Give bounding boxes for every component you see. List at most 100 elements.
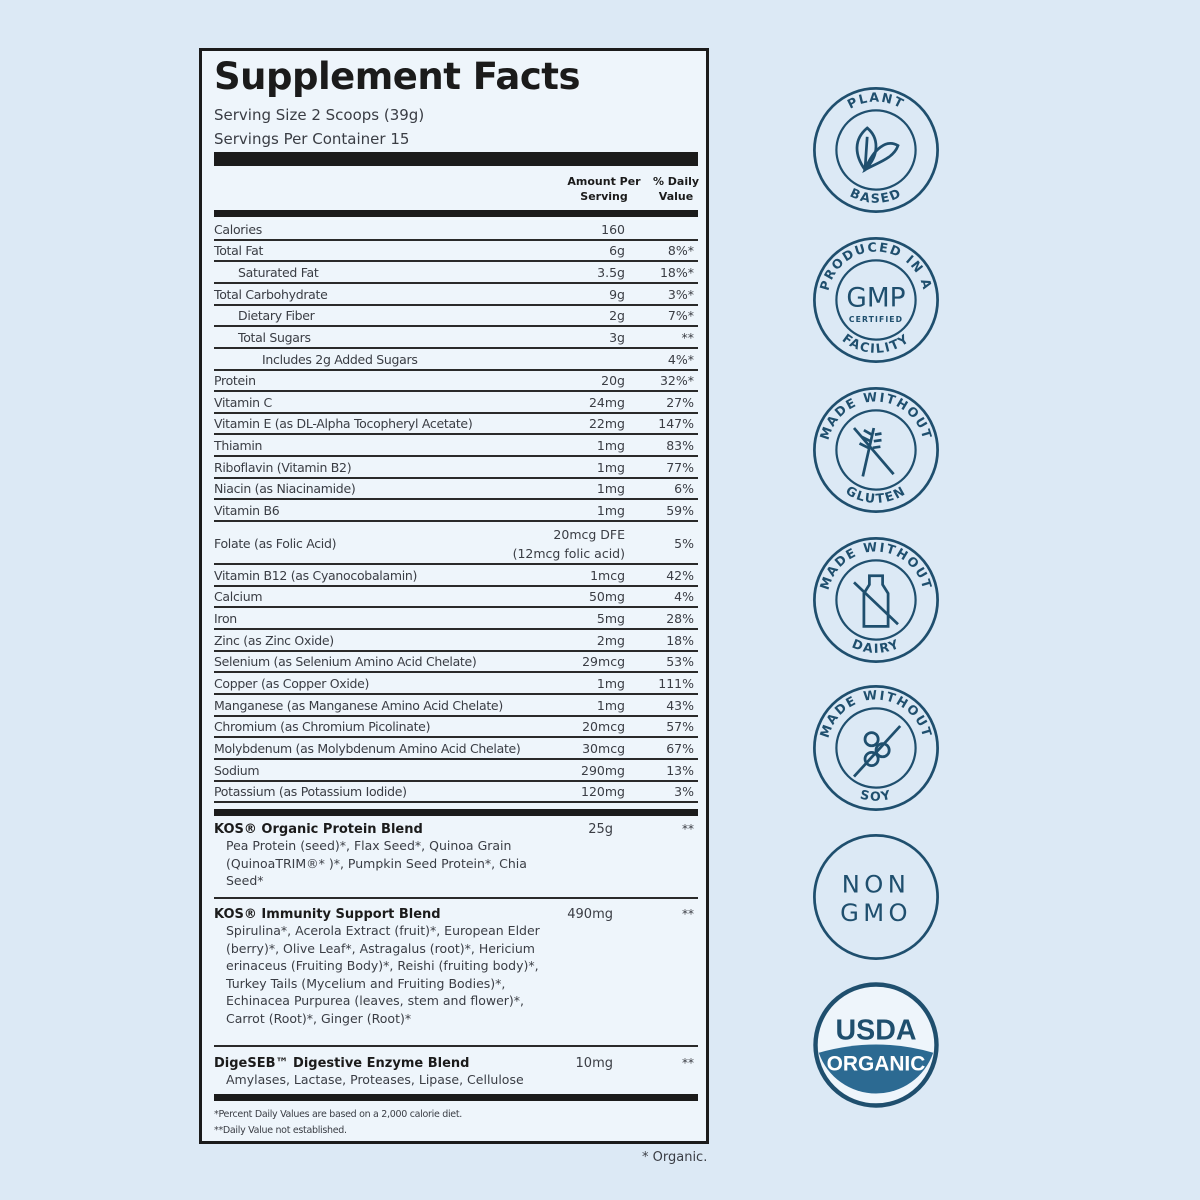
proprietary-blend: KOS® Organic Protein Blend 25g ** Pea Pr…: [214, 822, 698, 890]
blend-amount: 25g: [588, 822, 613, 837]
nutrient-name: Zinc (as Zinc Oxide): [214, 632, 334, 648]
header-line: Amount Per: [567, 175, 641, 188]
certified-text: CERTIFIED: [849, 315, 903, 324]
nutrient-row: Chromium (as Chromium Picolinate) 20mcg 57…: [214, 717, 698, 739]
usda-text: USDA: [835, 1015, 916, 1047]
nutrient-row: Selenium (as Selenium Amino Acid Chelate…: [214, 652, 698, 674]
nutrient-row: Manganese (as Manganese Amino Acid Chela…: [214, 695, 698, 717]
divider: [214, 897, 698, 899]
nutrient-name: Riboflavin (Vitamin B2): [214, 459, 352, 475]
nutrient-name: Vitamin E (as DL-Alpha Tocopheryl Acetat…: [214, 416, 473, 432]
blend-amount: 490mg: [567, 907, 613, 922]
divider: [214, 1094, 698, 1101]
nutrient-daily-value: 77%: [666, 459, 694, 475]
footnote-not-established: **Daily Value not established.: [214, 1125, 347, 1136]
nutrient-name: Vitamin B6: [214, 503, 280, 519]
nutrient-name: Sodium: [214, 762, 260, 778]
badge-bottom-text: SOY: [859, 787, 892, 804]
nutrient-amount: 2g: [609, 308, 625, 324]
nutrient-row: Saturated Fat 3.5g 18%*: [214, 262, 698, 284]
nutrient-row: Includes 2g Added Sugars 4%*: [214, 349, 698, 371]
blend-title: KOS® Immunity Support Blend: [214, 907, 441, 922]
nutrient-daily-value: 7%*: [667, 308, 694, 324]
divider: [214, 809, 698, 816]
nutrient-row: Potassium (as Potassium Iodide) 120mg 3%: [214, 782, 698, 804]
nutrient-daily-value: 4%: [674, 589, 694, 605]
nutrient-amount: 1mg: [596, 438, 625, 454]
nutrient-daily-value: 57%: [666, 719, 694, 735]
nutrient-daily-value: 4%*: [667, 351, 694, 367]
footnote-percent-dv: *Percent Daily Values are based on a 2,0…: [214, 1109, 462, 1120]
nutrient-name: Chromium (as Chromium Picolinate): [214, 719, 431, 735]
nutrient-name: Manganese (as Manganese Amino Acid Chela…: [214, 697, 503, 713]
nutrient-amount: 1mcg: [590, 567, 625, 583]
gmo-text: GMO: [840, 899, 912, 927]
amount-column-header: Amount Per Serving: [564, 174, 644, 204]
nutrient-daily-value: 83%: [666, 438, 694, 454]
nutrient-row: Iron 5mg 28%: [214, 608, 698, 631]
nutrient-amount: 3.5g: [597, 264, 625, 280]
nutrient-name: Niacin (as Niacinamide): [214, 481, 356, 497]
nutrient-name: Dietary Fiber: [238, 308, 315, 324]
nutrient-daily-value: 43%: [666, 697, 694, 713]
badge-top-text: PLANT: [845, 90, 906, 112]
nutrient-name: Molybdenum (as Molybdenum Amino Acid Che…: [214, 740, 521, 756]
badge-bottom-text: BASED: [848, 185, 902, 206]
nutrient-amount: 120mg: [581, 784, 625, 800]
milk-bottle-crossed-badge: MADE WITHOUT DAIRY: [813, 537, 939, 663]
nutrient-row: Folate (as Folic Acid) 20mcg DFE (12mcg fo…: [214, 522, 698, 566]
nutrient-daily-value: 42%: [666, 567, 694, 583]
nutrient-amount: 290mg: [581, 762, 625, 778]
nutrient-name: Includes 2g Added Sugars: [262, 351, 418, 367]
organic-text: ORGANIC: [827, 1052, 926, 1075]
wheat-crossed-icon: [852, 427, 895, 477]
nutrient-amount: 30mcg: [582, 740, 625, 756]
nutrient-name: Calories: [214, 221, 262, 237]
nutrient-row: Thiamin 1mg 83%: [214, 436, 698, 458]
nutrient-amount: 24mg: [588, 394, 625, 410]
nutrient-name: Copper (as Copper Oxide): [214, 675, 370, 691]
nutrient-name: Folate (as Folic Acid): [214, 536, 337, 552]
blend-ingredients: Pea Protein (seed)*, Flax Seed*, Quinoa …: [226, 838, 527, 888]
dv-column-header: % Daily Value: [648, 174, 704, 204]
blend-amount: 10mg: [575, 1056, 613, 1071]
nutrient-amount: 3g: [609, 329, 625, 345]
servings-per-container: Servings Per Container 15: [214, 130, 410, 148]
nutrient-row: Copper (as Copper Oxide) 1mg 111%: [214, 673, 698, 695]
nutrient-daily-value: 67%: [666, 740, 694, 756]
badge-top-text: MADE WITHOUT: [817, 539, 934, 592]
nutrient-daily-value: 18%*: [659, 264, 694, 280]
nutrient-row: Total Fat 6g 8%*: [214, 241, 698, 263]
nutrient-daily-value: 32%*: [659, 373, 694, 389]
divider: [214, 1045, 698, 1047]
nutrient-amount: 1mg: [596, 675, 625, 691]
panel-title: Supplement Facts: [214, 55, 581, 98]
nutrient-daily-value: 59%: [666, 503, 694, 519]
leaf-icon: [855, 126, 900, 174]
nutrient-amount: 1mg: [596, 459, 625, 475]
nutrient-amount: 9g: [609, 286, 625, 302]
gmp-text: GMP: [846, 283, 905, 314]
nutrient-amount: 160: [601, 221, 625, 237]
blend-ingredients: Amylases, Lactase, Proteases, Lipase, Ce…: [226, 1072, 524, 1087]
soybean-crossed-icon: [852, 725, 902, 778]
non-text: NON: [842, 871, 910, 899]
nutrient-name: Calcium: [214, 589, 263, 605]
nutrient-row: Vitamin E (as DL-Alpha Tocopheryl Acetat…: [214, 414, 698, 436]
blend-daily-value: **: [682, 907, 694, 921]
nutrient-name: Saturated Fat: [238, 264, 319, 280]
nutrient-name: Vitamin C: [214, 394, 272, 410]
nutrient-name: Total Carbohydrate: [214, 286, 328, 302]
nutrient-amount: 20mcg DFE (12mcg folic acid): [513, 527, 625, 561]
header-line: Value: [658, 190, 694, 203]
nutrient-amount: 20g: [601, 373, 625, 389]
nutrient-daily-value: 13%: [666, 762, 694, 778]
divider: [214, 210, 698, 217]
svg-text:PLANT: PLANT: [845, 90, 908, 112]
nutrient-amount: 6g: [609, 243, 625, 259]
blend-daily-value: **: [682, 822, 694, 836]
nutrient-amount: 1mg: [596, 481, 625, 497]
nutrient-daily-value: **: [681, 329, 695, 345]
nutrient-row: Calories 160: [214, 219, 698, 241]
